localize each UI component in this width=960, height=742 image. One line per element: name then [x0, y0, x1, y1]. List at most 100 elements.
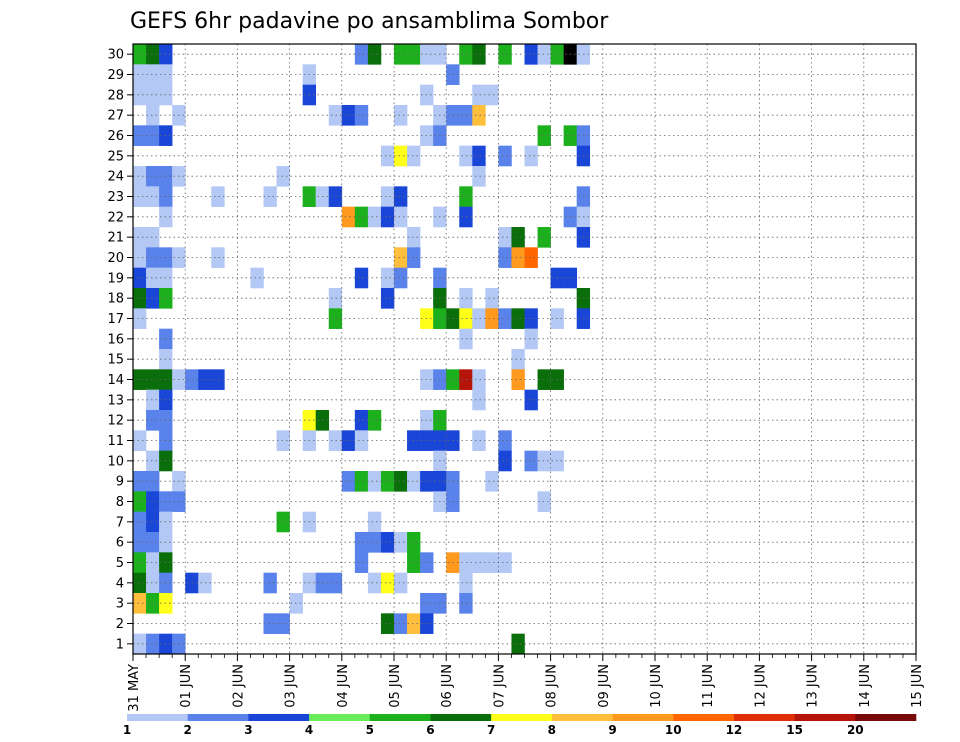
y-tick-label: 4 [116, 576, 124, 591]
y-tick-label: 3 [116, 597, 124, 612]
heatmap-cell [367, 410, 382, 431]
heatmap-cell [498, 247, 512, 268]
colorbar-label: 8 [548, 723, 556, 737]
heatmap-cell [498, 308, 512, 329]
y-tick-label: 7 [116, 515, 124, 530]
y-tick-label: 28 [107, 88, 124, 103]
x-tick-label: 11 JUN [701, 664, 716, 708]
heatmap-cell [524, 308, 538, 329]
heatmap-cell [394, 186, 408, 207]
gridlines [133, 44, 916, 654]
heatmap-cell [146, 593, 160, 614]
heatmap-cell [407, 471, 421, 492]
heatmap-cell [472, 166, 486, 187]
heatmap-cell [459, 593, 473, 614]
colorbar-swatch [551, 714, 613, 721]
heatmap-cell [459, 572, 473, 594]
heatmap-cell [367, 532, 382, 553]
heatmap-cell [511, 247, 525, 268]
heatmap-cell [367, 471, 382, 492]
x-tick-label: 08 JUN [545, 664, 560, 708]
heatmap-cell [354, 267, 369, 289]
y-tick-label: 19 [107, 271, 124, 286]
heatmap-cell [146, 491, 160, 512]
heatmap-cell [498, 145, 512, 167]
y-tick-label: 17 [107, 312, 124, 327]
colorbar-swatch [673, 714, 735, 721]
heatmap-cell [459, 186, 473, 207]
colorbar-label: 9 [608, 723, 616, 737]
y-tick-label: 15 [107, 353, 124, 368]
heatmap-cell [198, 572, 212, 594]
heatmap-cell [133, 44, 147, 65]
heatmap-cell [524, 328, 538, 350]
heatmap-cell [133, 227, 147, 248]
heatmap-cell [146, 227, 160, 248]
heatmap-cell [498, 227, 512, 248]
x-tick-label: 01 JUN [179, 664, 194, 708]
y-tick-label: 16 [107, 332, 124, 347]
colorbar-swatch [794, 714, 856, 721]
colorbar-swatch [248, 714, 310, 721]
heatmap-cell [133, 572, 147, 594]
heatmap-cell [407, 430, 421, 451]
y-tick-label: 18 [107, 292, 124, 307]
x-tick-label: 09 JUN [597, 664, 612, 708]
heatmap-cell [367, 44, 382, 65]
heatmap-cell [146, 288, 160, 309]
heatmap-cell [276, 511, 290, 533]
heatmap-cell [133, 267, 147, 289]
y-tick-label: 8 [116, 495, 124, 510]
colorbar-label: 1 [123, 723, 131, 737]
x-axis-ticks: 31 MAY 01 JUN 02 JUN 03 JUN 04 JUN 05 JUN 06 J… [127, 654, 925, 712]
heatmap-cell [263, 186, 277, 207]
heatmap-cell [133, 84, 147, 106]
heatmap-cell [354, 552, 369, 573]
colorbar-label: 10 [665, 723, 682, 737]
colorbar-label: 6 [426, 723, 434, 737]
colorbar-label: 12 [726, 723, 743, 737]
heatmap-cell [380, 532, 395, 553]
x-tick-label: 04 JUN [336, 664, 351, 708]
heatmap-cell [459, 105, 473, 126]
colorbar-label: 4 [305, 723, 313, 737]
heatmap-cell [394, 206, 408, 228]
x-tick-label: 05 JUN [388, 664, 403, 708]
heatmap-cell [380, 186, 395, 207]
heatmap-cell [472, 389, 486, 411]
heatmap-cell [459, 44, 473, 65]
heatmap-cell [341, 430, 356, 451]
heatmap-cell [485, 308, 499, 329]
heatmap-cell [250, 267, 264, 289]
y-tick-label: 22 [107, 210, 124, 225]
heatmap-cell [472, 369, 486, 390]
heatmap-cell [133, 491, 147, 512]
heatmap-cell [459, 308, 473, 329]
heatmap-cell [354, 471, 369, 492]
heatmap-cell [380, 267, 395, 289]
chart-title: GEFS 6hr padavine po ansamblima Sombor [130, 9, 609, 34]
heatmap-cell [146, 44, 160, 65]
colorbar-label: 2 [184, 723, 192, 737]
y-tick-label: 2 [116, 617, 124, 632]
heatmap-cell [133, 166, 147, 187]
colorbar-swatch [127, 714, 188, 721]
heatmap-cell [380, 471, 395, 492]
heatmap-cell [394, 613, 408, 634]
heatmap-cell [459, 369, 473, 390]
heatmap-cell [394, 247, 408, 268]
y-tick-label: 12 [107, 414, 124, 429]
heatmap-cell [354, 532, 369, 553]
heatmap-cell [276, 430, 290, 451]
y-tick-label: 21 [107, 231, 124, 246]
heatmap-cell [328, 288, 343, 309]
heatmap-cell [394, 105, 408, 126]
x-tick-label: 14 JUN [858, 664, 873, 708]
heatmap-cell [146, 552, 160, 573]
heatmap-cell [459, 552, 473, 573]
heatmap-cell [407, 552, 421, 573]
heatmap-cell [211, 186, 225, 207]
heatmap-cell [354, 105, 369, 126]
